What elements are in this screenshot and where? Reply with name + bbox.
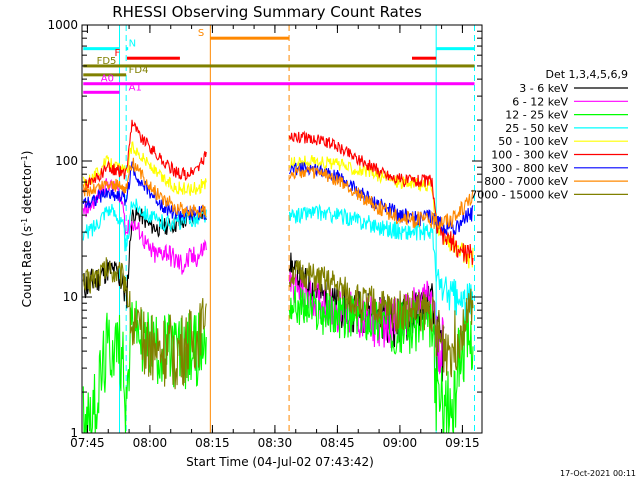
legend-label: 6 - 12 keV [512, 95, 568, 108]
y-tick-label: 1 [70, 426, 78, 440]
state-bar-label: A0 [101, 74, 114, 85]
state-bar-label: S [198, 28, 204, 39]
y-tick-label: 10 [63, 290, 78, 304]
legend-label: 25 - 50 keV [505, 122, 568, 135]
x-tick-label: 07:45 [70, 436, 105, 450]
legend-label: 100 - 300 keV [491, 149, 568, 162]
state-bar-segment [83, 47, 120, 51]
series-line [82, 141, 474, 269]
chart-title: RHESSI Observing Summary Count Rates [112, 3, 422, 21]
x-axis-label: Start Time (04-Jul-02 07:43:42) [186, 455, 374, 469]
legend-header: Det 1,3,4,5,6,9 [545, 68, 628, 81]
x-tick-label: 08:30 [258, 436, 293, 450]
y-tick-label: 100 [55, 154, 78, 168]
x-tick-label: 08:15 [195, 436, 230, 450]
legend-label: 12 - 25 keV [505, 109, 568, 122]
series-line [82, 198, 474, 321]
legend-label: 50 - 100 keV [498, 135, 568, 148]
plot-frame [81, 24, 483, 434]
legend-label: 300 - 800 keV [491, 162, 568, 175]
timestamp: 17-Oct-2021 00:11 [560, 469, 636, 478]
state-bar-label: A1 [129, 82, 142, 93]
x-axis: 07:45 08:00 08:15 08:30 08:45 09:00 09:15 [70, 25, 480, 450]
state-bar-label: N [129, 39, 136, 50]
state-bar-segment [83, 90, 120, 94]
y-axis: 1 10 100 1000 [47, 18, 482, 440]
state-bar-segment [412, 56, 437, 60]
x-tick-label: 08:45 [320, 436, 355, 450]
y-axis-label: Count Rate (s-1 detector-1) [20, 151, 35, 308]
x-tick-label: 09:15 [445, 436, 480, 450]
state-bar-segment [83, 82, 475, 86]
series-line [82, 119, 474, 265]
state-bar-label: FD4 [129, 65, 149, 76]
state-bar-segment [127, 56, 180, 60]
state-bar-segment [210, 36, 290, 40]
x-tick-label: 08:00 [133, 436, 168, 450]
legend-label: 3 - 6 keV [519, 82, 568, 95]
state-bar-segment [436, 47, 475, 51]
state-bar-label: F [115, 48, 121, 59]
state-bar-segment [83, 73, 127, 77]
legend-label: 800 - 7000 keV [484, 175, 568, 188]
state-bar-segment [126, 47, 129, 51]
series-line [82, 257, 474, 390]
series-line [82, 157, 474, 229]
y-tick-label: 1000 [47, 18, 78, 32]
legend-label: 7000 - 15000 keV [470, 188, 568, 201]
state-bar-segment [83, 64, 475, 68]
state-bar-label: FD5 [97, 56, 117, 67]
x-tick-label: 09:00 [383, 436, 418, 450]
